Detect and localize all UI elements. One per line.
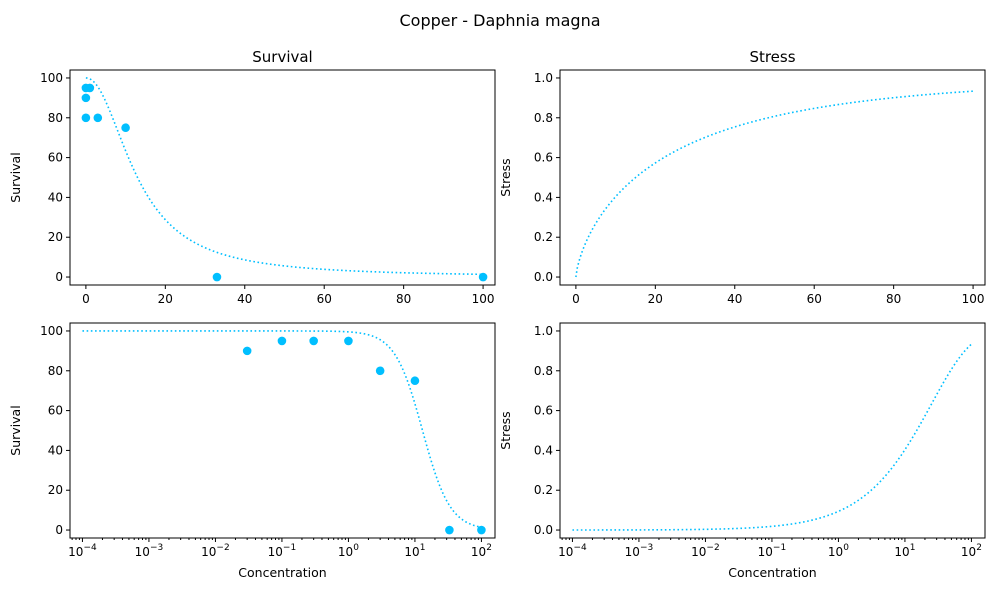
y-axis-label: Survival (8, 152, 23, 202)
x-tick-label: 10−4 (68, 543, 97, 559)
x-tick-label: 100 (472, 292, 495, 306)
x-tick-label: 100 (828, 543, 849, 559)
plot-survival-linear: Survival 0 20 40 60 80 100 0 20 40 60 80 100 Survival (8, 48, 496, 306)
y-tick-label: 20 (48, 230, 63, 244)
data-point (81, 113, 91, 123)
x-tick-label: 40 (727, 292, 742, 306)
y-tick-label: 0.6 (534, 151, 553, 165)
y-axis-label: Stress (498, 411, 513, 449)
y-axis-label: Survival (8, 405, 23, 455)
y-axis-label: Stress (498, 158, 513, 196)
x-tick-label: 40 (237, 292, 252, 306)
data-point (309, 336, 318, 346)
y-tick-label: 0.8 (534, 111, 553, 125)
x-tick-label: 20 (648, 292, 663, 306)
x-tick-label: 10−4 (558, 543, 587, 559)
x-tick-label: 102 (471, 543, 492, 559)
x-tick-label: 10−1 (758, 543, 787, 559)
x-tick-label: 10−3 (135, 543, 164, 559)
model-curve (85, 77, 484, 276)
data-point (121, 123, 130, 133)
x-tick-label: 10−2 (691, 543, 720, 559)
plot-stress-log: 0.0 0.2 0.4 0.6 0.8 1.0 10−4 10−3 10−2 10−1 100 101… (498, 322, 986, 580)
model-curve (575, 90, 974, 278)
x-tick-label: 60 (807, 292, 822, 306)
plot-title: Survival (252, 48, 312, 66)
y-tick-label: 0.2 (534, 483, 553, 497)
y-tick-label: 60 (48, 151, 63, 165)
x-tick-label: 0 (572, 292, 580, 306)
data-point (477, 525, 486, 535)
x-tick-label: 80 (396, 292, 411, 306)
x-tick-label: 100 (338, 543, 359, 559)
x-axis-label: Concentration (728, 565, 816, 580)
x-tick-label: 101 (404, 543, 425, 559)
x-tick-label: 80 (886, 292, 901, 306)
y-tick-label: 0.0 (534, 523, 553, 537)
figure-title: Copper - Daphnia magna (399, 11, 600, 30)
y-tick-label: 0.0 (534, 270, 553, 284)
data-point (344, 336, 353, 346)
data-point (81, 93, 91, 103)
y-tick-label: 100 (40, 324, 63, 338)
axes-frame (559, 69, 986, 286)
x-tick-label: 60 (317, 292, 332, 306)
y-tick-label: 0.4 (534, 190, 553, 204)
data-point (93, 113, 103, 123)
x-axis-label: Concentration (238, 565, 326, 580)
y-tick-label: 100 (40, 71, 63, 85)
y-tick-label: 80 (48, 364, 63, 378)
y-tick-label: 1.0 (534, 71, 553, 85)
x-tick-label: 0 (82, 292, 90, 306)
x-tick-label: 10−1 (268, 543, 297, 559)
axes-frame (69, 322, 496, 539)
y-tick-label: 0 (55, 270, 63, 284)
y-tick-label: 80 (48, 111, 63, 125)
data-point (410, 376, 420, 386)
axes-frame (559, 322, 986, 539)
x-tick-label: 101 (894, 543, 915, 559)
x-tick-label: 100 (962, 292, 985, 306)
data-point (375, 366, 385, 376)
plot-stress-linear: Stress 0.0 0.2 0.4 0.6 0.8 1.0 0 20 40 60 80 100 Stre… (498, 48, 986, 306)
data-point (445, 525, 454, 535)
x-tick-label: 102 (961, 543, 982, 559)
x-tick-label: 10−3 (625, 543, 654, 559)
y-tick-label: 40 (48, 443, 63, 457)
data-point (478, 272, 488, 282)
y-tick-label: 20 (48, 483, 63, 497)
data-point (242, 346, 252, 356)
plot-title: Stress (749, 48, 795, 66)
model-curve (572, 343, 972, 531)
y-tick-label: 60 (48, 404, 63, 418)
x-tick-label: 10−2 (201, 543, 230, 559)
y-tick-label: 0 (55, 523, 63, 537)
y-tick-label: 0.4 (534, 443, 553, 457)
x-tick-label: 20 (158, 292, 173, 306)
y-tick-label: 0.6 (534, 404, 553, 418)
plot-survival-log: 0 20 40 60 80 100 10−4 10−3 10−2 10−1 100 101 102 Sur… (8, 322, 496, 580)
y-tick-label: 0.2 (534, 230, 553, 244)
data-point (85, 83, 95, 93)
y-tick-label: 0.8 (534, 364, 553, 378)
y-tick-label: 1.0 (534, 324, 553, 338)
axes-frame (69, 69, 496, 286)
data-point (212, 272, 222, 282)
y-tick-label: 40 (48, 190, 63, 204)
data-point (277, 336, 287, 346)
model-curve (82, 330, 482, 529)
